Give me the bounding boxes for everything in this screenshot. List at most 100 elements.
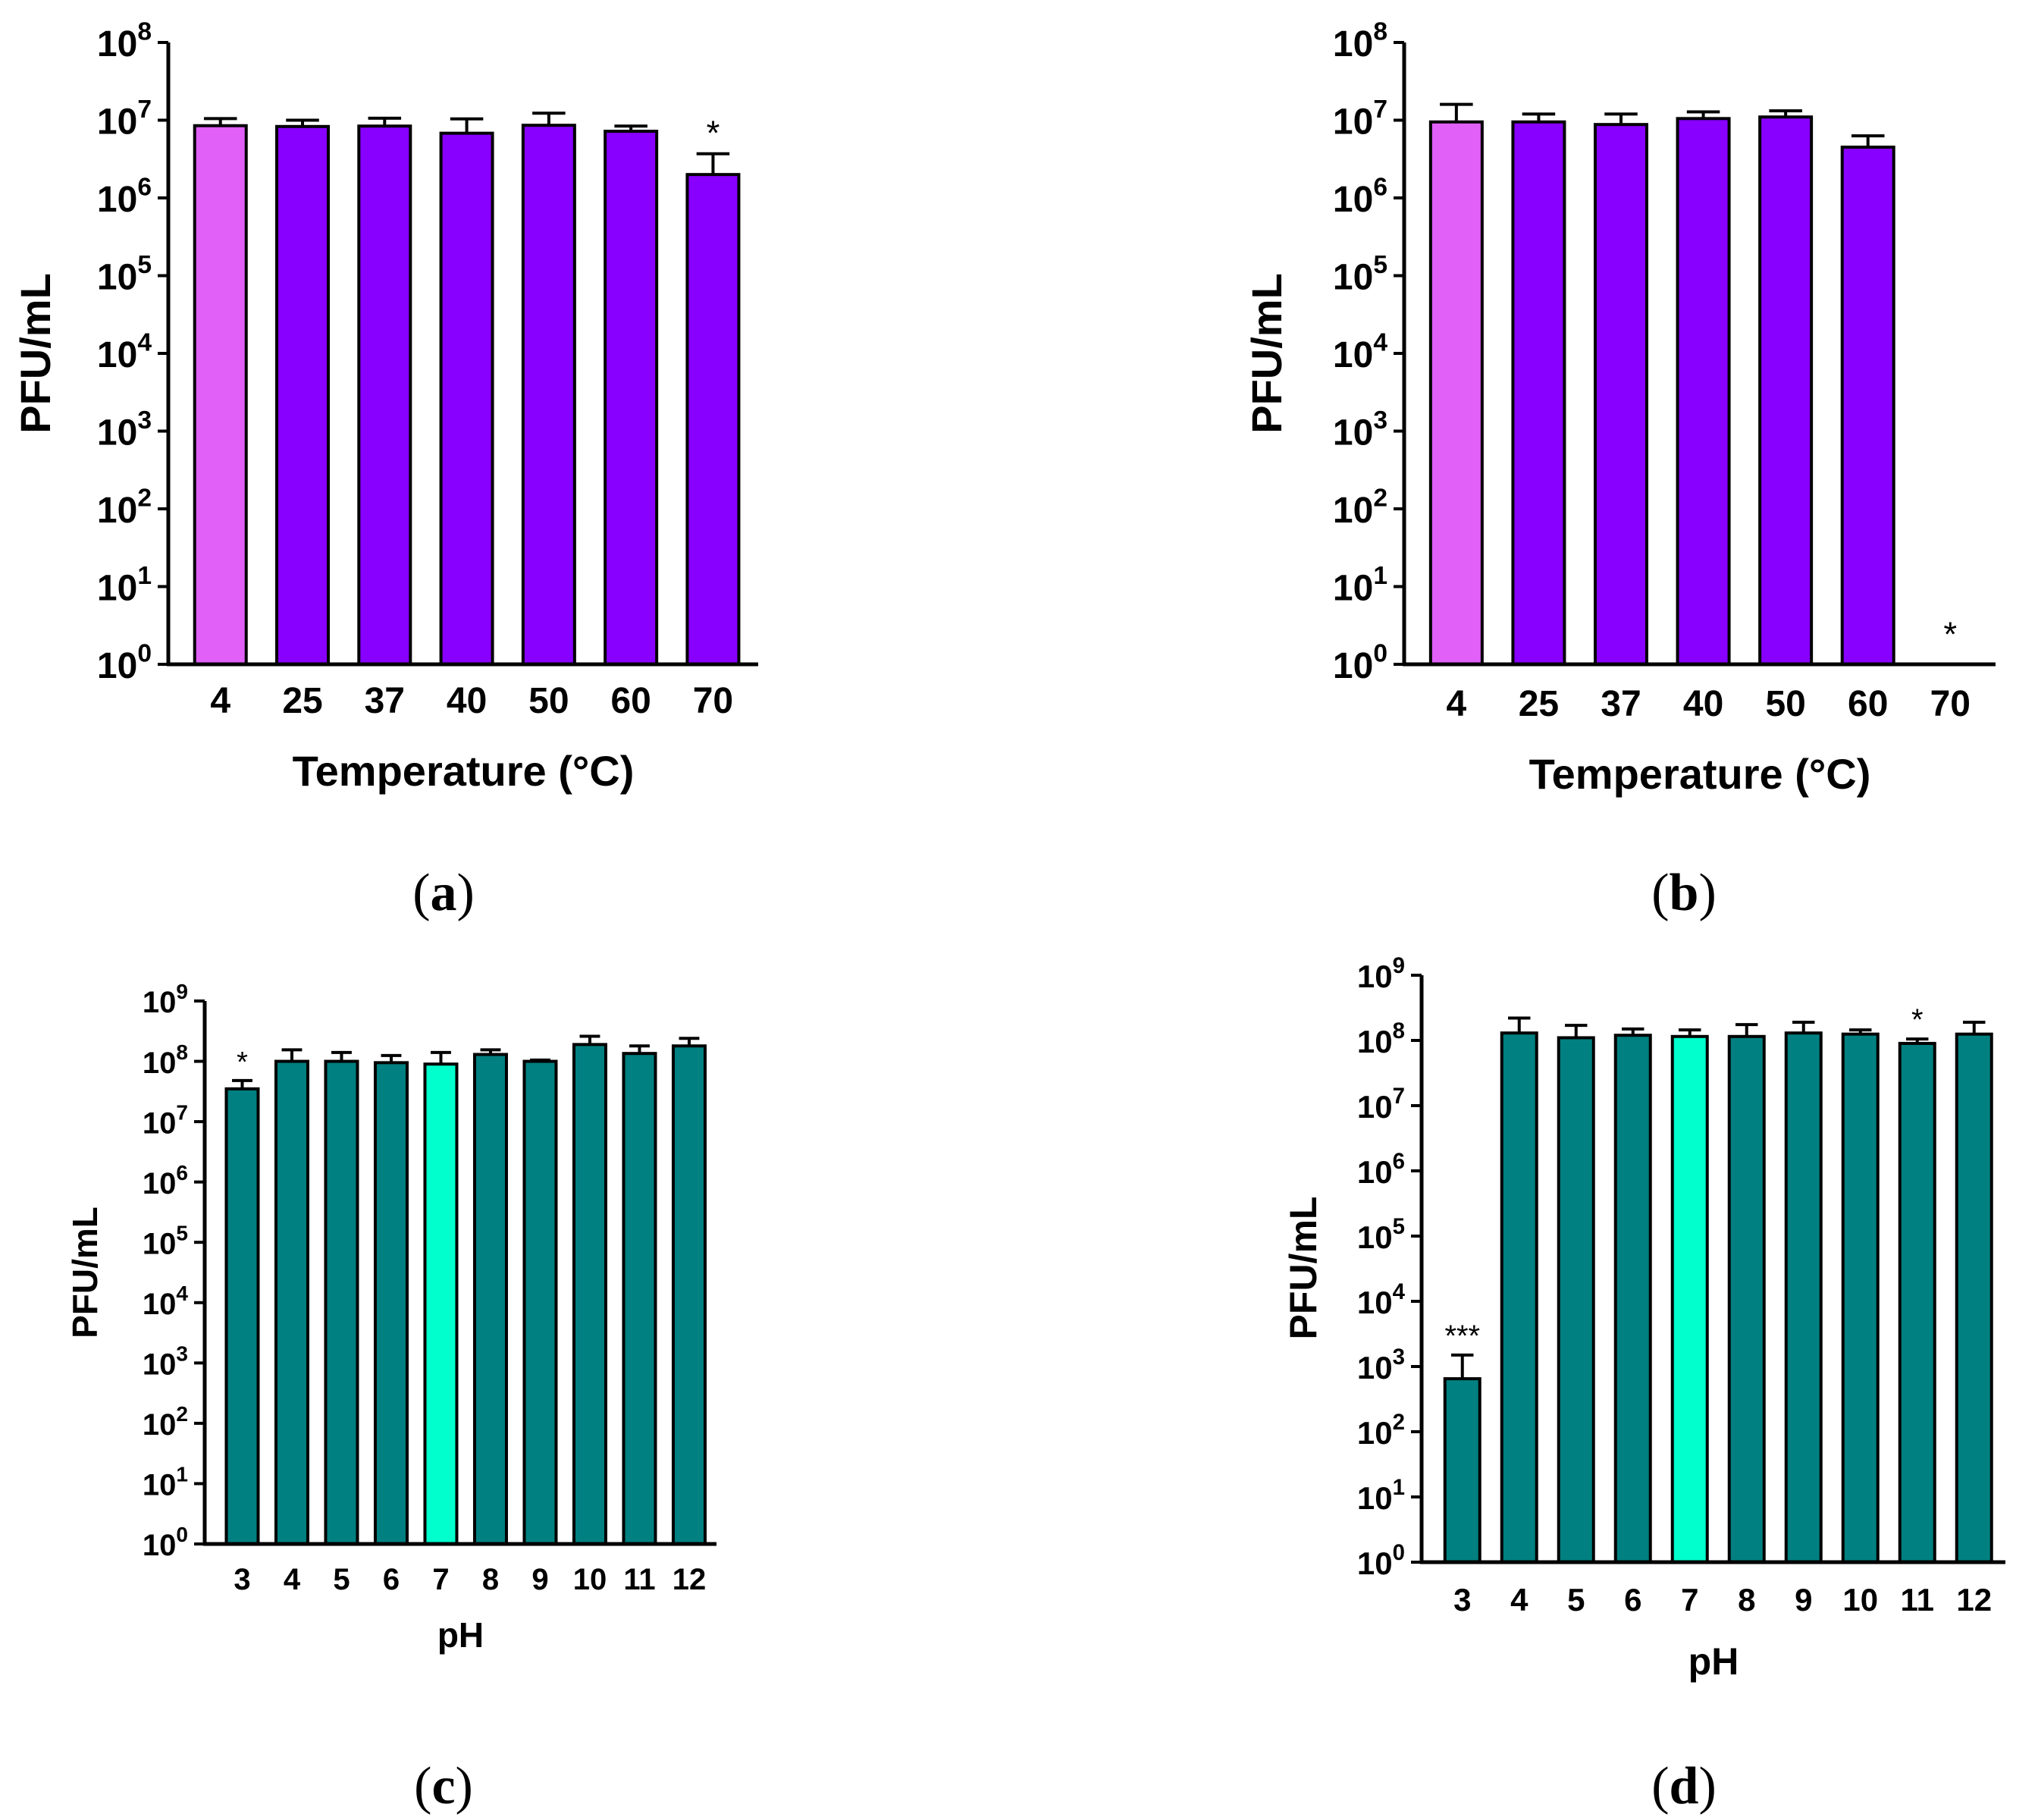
y-tick-label-d-1: 101 [1357, 1475, 1405, 1516]
bar-c-10 [572, 1043, 607, 1545]
bar-d-6 [1613, 1034, 1652, 1564]
y-tick-label-c-8: 108 [143, 1040, 188, 1080]
bar-a-37 [357, 124, 412, 667]
y-tick-label-c-5: 105 [143, 1221, 188, 1260]
x-tick-label-d-4: 4 [1510, 1582, 1528, 1618]
bar-d-7 [1670, 1034, 1709, 1564]
y-tick-label-c-4: 104 [143, 1282, 189, 1321]
x-tick-label-d-3: 3 [1453, 1582, 1471, 1618]
y-axis-label-c: PFU/mL [65, 1207, 105, 1338]
significance-a-70: * [707, 114, 720, 152]
y-tick-label-b-8: 108 [1333, 18, 1387, 65]
y-tick-label-a-2: 102 [97, 485, 152, 532]
y-tick-label-a-5: 105 [97, 251, 152, 298]
x-tick-label-d-7: 7 [1681, 1582, 1698, 1618]
x-tick-label-c-9: 9 [531, 1563, 548, 1596]
bar-b-37 [1594, 123, 1648, 666]
y-tick-label-d-2: 102 [1357, 1410, 1405, 1451]
bar-d-12 [1955, 1032, 1993, 1564]
x-tick-label-d-11: 11 [1901, 1582, 1934, 1618]
y-tick-label-b-7: 107 [1333, 96, 1387, 143]
bar-c-4 [274, 1059, 309, 1545]
x-axis-label-b: Temperature (°C) [1529, 750, 1871, 798]
bar-b-50 [1758, 115, 1814, 666]
y-tick-label-d-5: 105 [1357, 1214, 1405, 1255]
x-axis-label-c: pH [437, 1615, 484, 1655]
x-tick-label-a-60: 60 [610, 681, 651, 721]
y-axis-label-b: PFU/mL [1243, 273, 1290, 434]
bar-c-7 [423, 1062, 459, 1545]
y-tick-label-c-3: 103 [143, 1342, 188, 1382]
bar-c-3 [224, 1087, 260, 1546]
y-tick-label-d-0: 100 [1357, 1540, 1405, 1581]
bar-c-8 [472, 1053, 508, 1545]
x-tick-label-c-3: 3 [234, 1563, 250, 1596]
bar-a-40 [439, 131, 494, 666]
x-tick-label-d-9: 9 [1795, 1582, 1812, 1618]
y-tick-label-b-0: 100 [1333, 640, 1387, 687]
panel-label-d: (d) [1651, 1757, 1717, 1815]
y-tick-label-b-5: 105 [1333, 251, 1387, 298]
y-tick-label-a-7: 107 [97, 96, 152, 143]
bar-b-60 [1840, 146, 1895, 666]
y-axis-label-d: PFU/mL [1282, 1197, 1325, 1340]
y-tick-label-c-2: 102 [143, 1402, 188, 1442]
panel-label-c: (c) [414, 1757, 473, 1815]
y-tick-label-c-0: 100 [143, 1523, 188, 1562]
bar-d-8 [1727, 1034, 1766, 1564]
chart-panel-b: 4 25 37 40 50 60 * 70 100 101 102 103 104 105 106 107 10… [1243, 18, 1996, 922]
y-tick-label-a-0: 100 [97, 640, 152, 687]
x-tick-label-d-5: 5 [1567, 1582, 1585, 1618]
y-tick-label-c-6: 106 [143, 1161, 188, 1200]
bar-b-25 [1511, 120, 1566, 666]
x-tick-label-b-25: 25 [1519, 684, 1559, 724]
bar-c-11 [622, 1052, 657, 1545]
x-tick-label-c-10: 10 [573, 1563, 607, 1596]
bar-c-9 [522, 1059, 558, 1545]
y-tick-label-b-2: 102 [1333, 485, 1387, 532]
x-axis-label-a: Temperature (°C) [293, 747, 635, 795]
y-axis-label-a: PFU/mL [11, 273, 59, 434]
x-tick-label-a-40: 40 [447, 681, 487, 721]
y-tick-label-a-8: 108 [97, 18, 152, 65]
bar-b-4 [1428, 120, 1484, 666]
x-tick-label-b-60: 60 [1848, 684, 1888, 724]
x-tick-label-a-25: 25 [282, 681, 322, 721]
bar-d-11 [1898, 1041, 1936, 1564]
y-tick-label-c-9: 109 [143, 980, 188, 1019]
panel-label-b: (b) [1651, 864, 1717, 922]
x-tick-label-c-5: 5 [333, 1563, 350, 1596]
x-tick-label-c-12: 12 [673, 1563, 707, 1596]
y-tick-label-b-3: 103 [1333, 406, 1387, 453]
bar-d-10 [1841, 1032, 1880, 1564]
significance-d-3: *** [1444, 1320, 1480, 1353]
y-tick-label-a-4: 104 [97, 329, 152, 376]
bar-a-60 [604, 130, 659, 666]
bar-a-50 [521, 124, 576, 666]
significance-d-11: * [1911, 1003, 1924, 1037]
bar-a-4 [193, 124, 248, 666]
x-tick-label-a-37: 37 [365, 681, 405, 721]
bar-b-40 [1676, 117, 1731, 666]
y-tick-label-d-4: 104 [1357, 1279, 1406, 1320]
y-tick-label-b-6: 106 [1333, 174, 1387, 221]
panel-label-a: (a) [412, 864, 475, 922]
x-tick-label-d-12: 12 [1956, 1582, 1992, 1618]
chart-panel-d: *** 3 4 5 6 7 8 9 10 * 11 12 100 101 102 103 104 105 106 10… [1282, 953, 2005, 1815]
x-tick-label-b-37: 37 [1601, 684, 1641, 724]
x-tick-label-a-70: 70 [693, 681, 733, 721]
y-tick-label-b-4: 104 [1333, 329, 1387, 376]
y-tick-label-d-3: 103 [1357, 1345, 1405, 1385]
y-tick-label-c-1: 101 [143, 1463, 188, 1502]
y-tick-label-d-7: 107 [1357, 1084, 1405, 1125]
bar-c-6 [373, 1061, 409, 1545]
x-tick-label-c-4: 4 [284, 1563, 301, 1596]
y-tick-label-b-1: 101 [1333, 562, 1387, 609]
y-tick-label-d-9: 109 [1357, 953, 1405, 994]
chart-panel-c: * 3 4 5 6 7 8 9 10 11 12 100 101 102 103 104 105 106 107 10… [65, 980, 716, 1815]
x-tick-label-b-4: 4 [1447, 684, 1467, 724]
x-tick-label-c-7: 7 [432, 1563, 449, 1596]
x-tick-label-c-8: 8 [482, 1563, 499, 1596]
x-tick-label-b-70: 70 [1930, 684, 1971, 724]
